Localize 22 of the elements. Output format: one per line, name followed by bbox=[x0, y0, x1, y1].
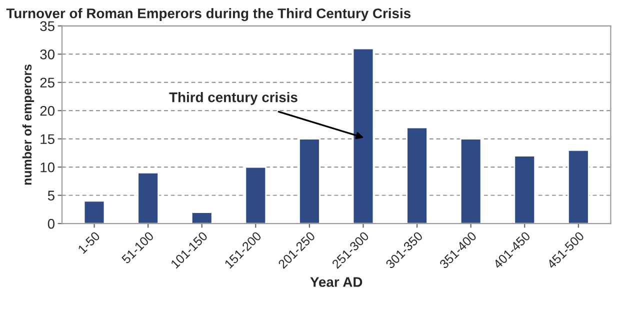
annotation: Third century crisis bbox=[169, 92, 298, 105]
bar bbox=[568, 149, 590, 224]
bar bbox=[137, 172, 159, 224]
bar bbox=[83, 200, 106, 224]
y-axis-title: number of emperors bbox=[22, 64, 34, 185]
y-tick-label: 25 bbox=[40, 78, 54, 88]
bar bbox=[298, 138, 320, 224]
chart-title: Turnover of Roman Emperors during the Third Century Crisis bbox=[6, 8, 411, 22]
y-tick-label: 10 bbox=[40, 162, 55, 172]
bar bbox=[460, 138, 482, 224]
bar bbox=[352, 48, 374, 224]
bar bbox=[406, 126, 428, 224]
y-tick-label: 15 bbox=[40, 134, 54, 144]
y-tick-label: 35 bbox=[40, 21, 54, 32]
bar bbox=[514, 155, 536, 224]
y-tick-label: 5 bbox=[48, 190, 54, 200]
x-axis-title: Year AD bbox=[310, 277, 362, 287]
bar bbox=[190, 212, 213, 224]
y-tick-label: 20 bbox=[40, 106, 55, 116]
y-tick-label: 30 bbox=[40, 49, 55, 60]
y-tick-label: 0 bbox=[48, 218, 55, 229]
bar bbox=[244, 166, 267, 224]
